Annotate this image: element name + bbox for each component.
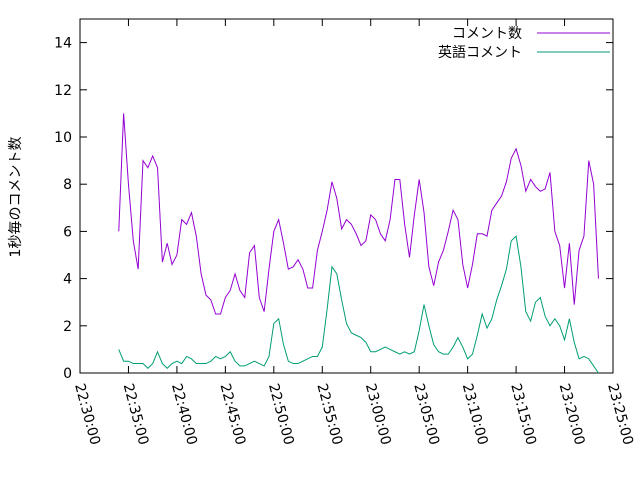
axes: [79, 18, 614, 374]
series-line-1: [118, 235, 599, 374]
y-axis-label-group: 1秒毎のコメント数: [8, 137, 24, 258]
y-tick-label: 8: [63, 177, 72, 193]
x-tick-label: 23:10:00: [459, 382, 491, 447]
series-line-0: [118, 113, 599, 315]
y-axis-label: 1秒毎のコメント数: [8, 137, 24, 258]
x-tick-label: 22:40:00: [168, 382, 200, 447]
x-tick-label: 22:55:00: [313, 382, 345, 447]
x-tick-label: 22:30:00: [71, 382, 103, 447]
plot-frame: [79, 18, 614, 374]
x-tick-label: 23:00:00: [362, 382, 394, 447]
legend-label-1: 英語コメント: [438, 44, 522, 61]
y-ticks: 0 2 4 6 8 10 12 14: [54, 36, 613, 382]
x-tick-label: 23:15:00: [507, 382, 539, 447]
x-tick-label: 22:50:00: [265, 382, 297, 447]
y-tick-label: 6: [63, 224, 72, 240]
x-ticks: 22:30:00 22:35:00 22:40:00 22:45:00 22:50:00…: [71, 19, 636, 447]
x-tick-label: 22:35:00: [120, 382, 152, 447]
x-tick-label: 23:05:00: [410, 382, 442, 447]
y-tick-label: 12: [54, 83, 72, 99]
y-tick-label: 10: [54, 130, 72, 146]
y-tick-label: 2: [63, 319, 72, 335]
y-tick-label: 0: [63, 366, 72, 382]
y-tick-label: 4: [63, 272, 72, 288]
x-tick-label: 23:25:00: [604, 382, 636, 447]
x-tick-label: 23:20:00: [556, 382, 588, 447]
x-tick-label: 22:45:00: [216, 382, 248, 447]
series-lines: [118, 113, 599, 374]
y-tick-label: 14: [54, 36, 72, 52]
legend-label-0: コメント数: [452, 26, 522, 42]
